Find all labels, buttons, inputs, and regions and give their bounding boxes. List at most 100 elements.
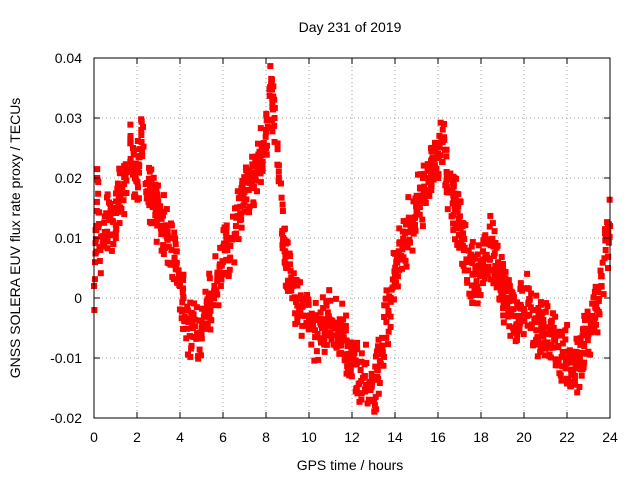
data-point (535, 305, 542, 312)
data-point (497, 278, 504, 285)
data-point (512, 313, 519, 319)
data-point (343, 337, 350, 344)
data-point (551, 337, 558, 343)
data-point (552, 313, 559, 320)
data-point (373, 348, 380, 355)
data-point (151, 199, 158, 205)
data-point (100, 238, 107, 245)
data-point (424, 161, 431, 168)
data-point (465, 267, 472, 274)
data-point (473, 278, 480, 285)
data-point (318, 339, 325, 346)
data-point (324, 309, 331, 316)
data-point (542, 331, 549, 337)
data-point (421, 183, 428, 190)
data-point (269, 128, 276, 135)
data-point (471, 255, 478, 262)
data-point (533, 327, 540, 334)
x-tick-label: 20 (516, 429, 532, 445)
data-point (237, 211, 244, 217)
data-point (473, 291, 480, 298)
data-point (574, 389, 581, 396)
data-point (180, 294, 187, 301)
data-point (263, 110, 270, 117)
data-point (214, 291, 221, 298)
data-point (173, 279, 180, 286)
data-point (231, 205, 238, 212)
data-point (260, 140, 267, 147)
data-point (348, 373, 355, 380)
data-point (576, 383, 583, 390)
data-point (186, 333, 193, 340)
data-point (344, 363, 351, 370)
data-point (514, 299, 521, 306)
data-point (112, 190, 119, 197)
data-point (562, 336, 569, 343)
data-point (537, 348, 544, 355)
data-point (527, 324, 534, 331)
data-point (389, 284, 396, 291)
data-point (423, 191, 430, 198)
data-point (319, 316, 326, 323)
data-point (290, 270, 297, 277)
data-point (552, 356, 559, 363)
data-point (121, 181, 128, 187)
data-point (138, 127, 145, 133)
data-point (500, 305, 507, 312)
data-points (91, 63, 613, 415)
data-point (546, 344, 553, 351)
data-point (398, 265, 405, 272)
data-point (240, 202, 247, 209)
data-point (589, 319, 596, 325)
data-point (299, 303, 306, 310)
data-point (274, 140, 281, 147)
data-point (484, 271, 491, 278)
data-point (187, 299, 194, 306)
data-point (590, 294, 597, 301)
data-point (387, 298, 394, 305)
data-point (559, 340, 566, 347)
data-point (215, 271, 222, 277)
data-point (136, 163, 143, 169)
data-point (455, 239, 462, 246)
data-point (594, 307, 601, 313)
data-point (218, 276, 225, 283)
data-point (579, 326, 586, 333)
data-point (263, 117, 270, 124)
data-point (514, 304, 521, 311)
data-point (250, 183, 257, 190)
data-point (202, 288, 209, 295)
data-point (207, 301, 214, 307)
data-point (564, 321, 571, 328)
data-point (435, 151, 441, 157)
data-point (146, 202, 153, 209)
data-point (237, 203, 244, 210)
data-point (184, 303, 191, 310)
data-point (323, 302, 330, 309)
data-point (308, 341, 315, 348)
data-point (171, 261, 178, 268)
data-point (317, 309, 324, 316)
data-point (358, 358, 365, 365)
data-point (601, 255, 608, 262)
data-point (361, 373, 368, 379)
data-point (354, 346, 361, 353)
data-point (238, 224, 245, 231)
data-point (387, 323, 394, 330)
data-point (294, 312, 301, 319)
data-point (311, 357, 318, 364)
data-point (368, 384, 375, 391)
data-point (228, 235, 235, 241)
data-point (196, 346, 203, 353)
data-point (421, 198, 428, 205)
data-point (500, 292, 507, 299)
data-point (280, 235, 287, 241)
data-point (336, 331, 343, 337)
data-point (377, 350, 384, 357)
data-point (347, 350, 354, 357)
data-point (305, 296, 312, 303)
data-point (605, 239, 612, 246)
data-point (467, 293, 474, 300)
data-point (107, 205, 114, 212)
